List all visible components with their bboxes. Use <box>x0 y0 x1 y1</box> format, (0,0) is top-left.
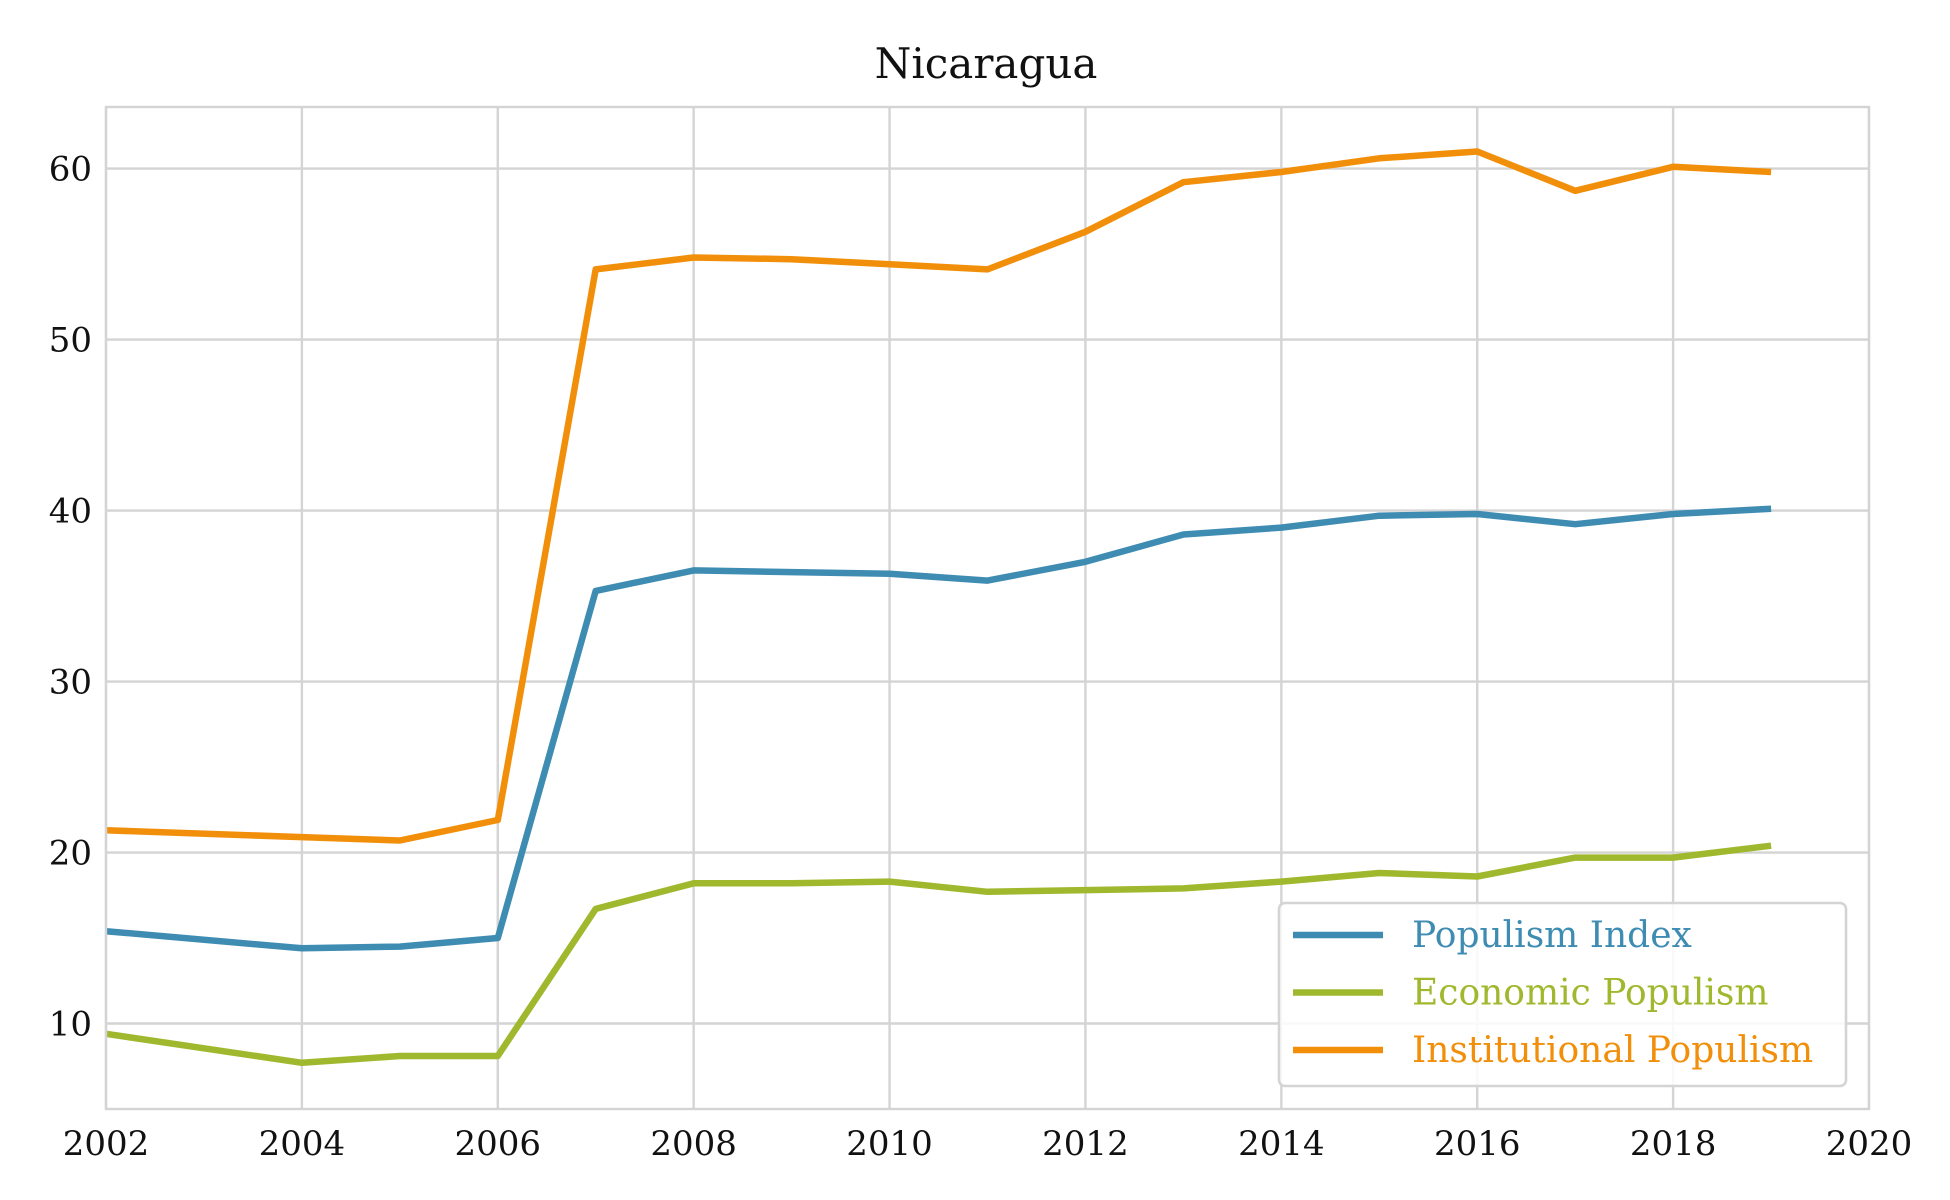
y-axis-ticks: 10 20 30 40 50 60 <box>49 150 92 1045</box>
legend-label: Economic Populism <box>1412 973 1769 1014</box>
y-tick-label: 60 <box>49 150 92 190</box>
x-tick-label: 2012 <box>1042 1124 1129 1164</box>
x-tick-label: 2010 <box>846 1124 933 1164</box>
series-line-institutional-populism <box>105 148 1772 844</box>
plot-frame <box>104 105 1871 1111</box>
grid <box>104 107 1871 1109</box>
series-line-economic-populism <box>105 842 1772 1067</box>
y-tick-label: 20 <box>49 834 92 874</box>
x-tick-label: 2020 <box>1826 1124 1913 1164</box>
y-tick-label: 10 <box>49 1005 92 1045</box>
x-tick-label: 2016 <box>1434 1124 1521 1164</box>
x-tick-label: 2004 <box>259 1124 346 1164</box>
x-tick-label: 2008 <box>650 1124 737 1164</box>
y-tick-label: 50 <box>49 321 92 361</box>
chart-title: Nicaragua <box>875 39 1098 88</box>
legend-box <box>1277 901 1848 1088</box>
x-tick-label: 2018 <box>1630 1124 1717 1164</box>
x-tick-label: 2014 <box>1238 1124 1325 1164</box>
y-tick-label: 40 <box>49 492 92 532</box>
series-lines <box>105 148 1772 1067</box>
y-tick-label: 30 <box>49 663 92 703</box>
legend: Populism Index Economic Populism Instituti… <box>1277 901 1848 1088</box>
legend-label: Populism Index <box>1412 915 1692 956</box>
series-line-populism-index <box>105 505 1772 952</box>
x-tick-label: 2002 <box>63 1124 150 1164</box>
x-axis-ticks: 2002 2004 2006 2008 2010 2012 2014 2016 2018 2020 <box>63 1124 1913 1164</box>
x-tick-label: 2006 <box>455 1124 542 1164</box>
legend-label: Institutional Populism <box>1412 1030 1813 1071</box>
